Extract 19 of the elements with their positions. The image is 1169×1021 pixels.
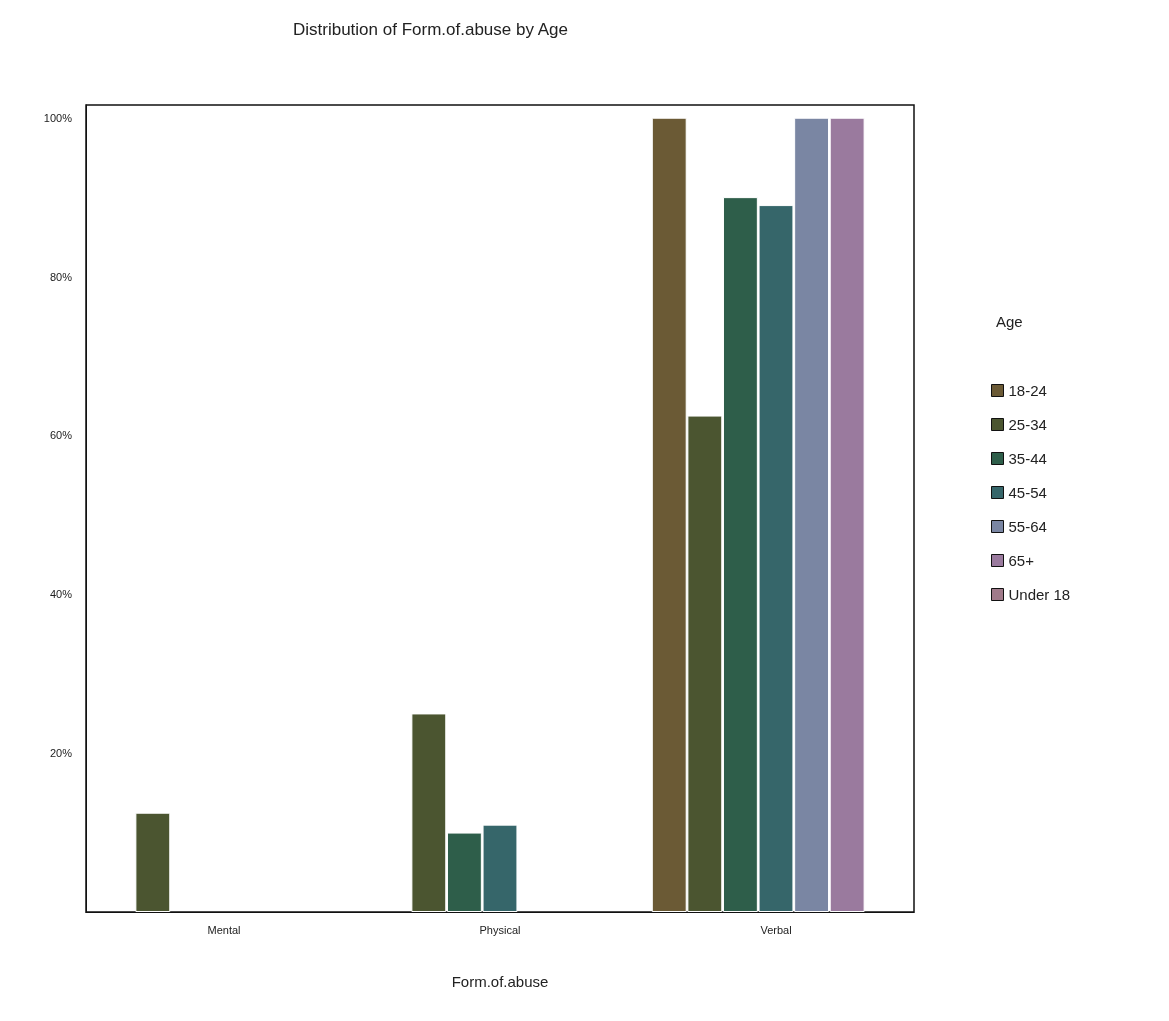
x-tick-label: Verbal [760,923,792,936]
y-tick-label: 80% [49,270,73,283]
legend-label: 35-44 [1008,450,1047,467]
x-axis-title: Form.of.abuse [451,973,549,990]
bar [135,812,171,912]
legend-label: 55-64 [1008,518,1047,535]
x-tick-label: Mental [207,923,241,936]
y-tick-label: 60% [49,429,73,442]
x-tick-label: Physical [479,923,521,936]
legend-title: Age [996,313,1023,330]
legend-label: 45-54 [1008,484,1047,501]
y-tick-label: 100% [43,111,73,124]
y-tick-label: 20% [49,747,73,760]
legend-label: 65+ [1008,552,1035,569]
legend-label: Under 18 [1008,586,1071,603]
y-tick-label: 40% [49,588,73,601]
chart-title: Distribution of Form.of.abuse by Age [293,20,568,39]
legend-label: 25-34 [1008,416,1047,433]
legend-label: 18-24 [1008,382,1047,399]
